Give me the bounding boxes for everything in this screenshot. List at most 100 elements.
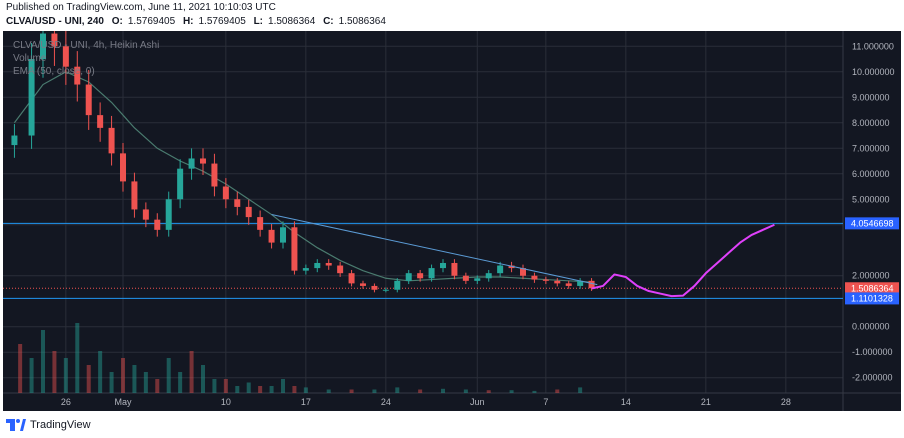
- x-tick-label: May: [114, 397, 132, 407]
- price-scale-tag: [845, 292, 899, 305]
- close-value: 1.5086364: [338, 16, 386, 27]
- y-tick-label: 11.000000: [852, 41, 894, 51]
- candle-body: [302, 268, 309, 271]
- low-label: L:: [253, 16, 264, 27]
- chart-area[interactable]: 11.000000 10.000000 9.000000 8.000000 7.0000…: [3, 31, 901, 411]
- x-tick-label: 14: [621, 397, 631, 407]
- ohlc-line: CLVA/USD - UNI, 240 O: 1.5769405 H: 1.5769…: [6, 16, 391, 27]
- candle-body: [11, 135, 18, 146]
- volume-bar: [223, 379, 228, 393]
- tradingview-brand: TradingView: [30, 418, 91, 431]
- projection-path: [591, 223, 775, 298]
- volume-bar: [441, 388, 445, 393]
- volume-bar: [201, 365, 205, 393]
- volume-bar: [189, 351, 194, 393]
- candle-body: [531, 275, 538, 280]
- price-scale-tag-label: 1.5086364: [851, 283, 894, 293]
- candle-body: [177, 168, 184, 200]
- volume-bar: [235, 386, 240, 393]
- open-value: 1.5769405: [127, 16, 176, 27]
- y-tick-label: 2.000000: [852, 271, 890, 281]
- volume-bar: [143, 372, 148, 393]
- volume-bar: [395, 387, 400, 393]
- y-tick-label: 7.000000: [852, 143, 890, 153]
- volume-bar: [121, 358, 125, 393]
- volume-bar: [269, 386, 274, 393]
- candle-body: [451, 262, 458, 276]
- candle-body: [337, 265, 344, 274]
- candle-body: [211, 163, 218, 187]
- x-tick-label: 21: [701, 397, 711, 407]
- volume-bar: [109, 372, 114, 393]
- legend-volume: Volume: [13, 53, 47, 64]
- published-info: Published on TradingView.com, June 11, 2…: [6, 2, 276, 13]
- legend-title: CLVA/USD - UNI, 4h, Heikin Ashi: [13, 40, 160, 51]
- candle-body: [245, 206, 252, 218]
- candle-body: [142, 209, 149, 220]
- volume-bar: [155, 379, 160, 393]
- volume-bar: [41, 330, 45, 393]
- candle-body: [497, 265, 504, 274]
- candle-body: [291, 227, 298, 271]
- candle-body: [417, 273, 424, 279]
- y-tick-label: -2.000000: [852, 373, 893, 383]
- close-label: C:: [323, 16, 334, 27]
- trendline: [271, 214, 598, 286]
- candle-body: [62, 46, 69, 67]
- volume-bar: [372, 389, 377, 393]
- ema-line: [13, 71, 592, 283]
- volume-bar: [555, 389, 560, 393]
- candle-body: [154, 219, 161, 230]
- x-tick-label: 7: [543, 397, 548, 407]
- y-tick-label: 5.000000: [852, 194, 890, 204]
- x-tick-label: 24: [381, 397, 391, 407]
- candle-body: [405, 273, 412, 281]
- candle-body: [234, 199, 241, 207]
- volume-bar: [258, 386, 263, 393]
- candle-body: [200, 158, 206, 164]
- volume-bar: [349, 389, 354, 393]
- tradingview-logo[interactable]: TradingView: [6, 418, 91, 431]
- y-tick-label: 8.000000: [852, 118, 890, 128]
- price-chart[interactable]: 11.000000 10.000000 9.000000 8.000000 7.0000…: [3, 31, 901, 411]
- candle-body: [222, 186, 229, 200]
- candle-body: [440, 262, 446, 269]
- candle-body: [108, 127, 115, 154]
- candle-body: [280, 227, 286, 243]
- candle-body: [462, 275, 469, 281]
- candle-body: [120, 153, 126, 182]
- candle-body: [565, 283, 572, 286]
- high-value: 1.5769405: [198, 16, 246, 27]
- volume-bar: [212, 379, 217, 393]
- chart-legend: CLVA/USD - UNI, 4h, Heikin Ashi Volume E…: [13, 39, 159, 78]
- x-tick-label: Jun: [470, 397, 485, 407]
- volume-bar: [29, 358, 34, 393]
- legend-ema: EMA (50, close, 0): [13, 66, 95, 77]
- tradingview-logo-icon: [6, 418, 26, 431]
- candle-body: [257, 217, 264, 230]
- price-scale-tag-label: 4.0546698: [851, 218, 894, 228]
- volume-bar: [166, 358, 171, 393]
- low-value: 1.5086364: [268, 16, 316, 27]
- volume-bar: [418, 389, 423, 393]
- candle-body: [131, 181, 138, 210]
- candle-body: [97, 115, 104, 128]
- high-label: H:: [182, 16, 194, 27]
- volume-bar: [86, 365, 91, 393]
- candle-body: [268, 229, 275, 243]
- candle-body: [474, 278, 481, 281]
- candle-body: [28, 59, 35, 136]
- y-tick-label: 0.000000: [852, 322, 890, 332]
- volume-bar: [281, 379, 285, 393]
- y-tick-label: 9.000000: [852, 92, 890, 102]
- candle-body: [371, 285, 378, 290]
- volume-bar: [532, 390, 537, 393]
- candle-body: [360, 283, 366, 286]
- candle-body: [542, 279, 549, 281]
- candle-body: [428, 268, 435, 279]
- candle-body: [508, 265, 515, 269]
- candle-body: [554, 280, 561, 284]
- price-scale-tag: [845, 282, 899, 295]
- volume-bar: [98, 351, 103, 393]
- chart-footer: TradingView: [0, 411, 904, 438]
